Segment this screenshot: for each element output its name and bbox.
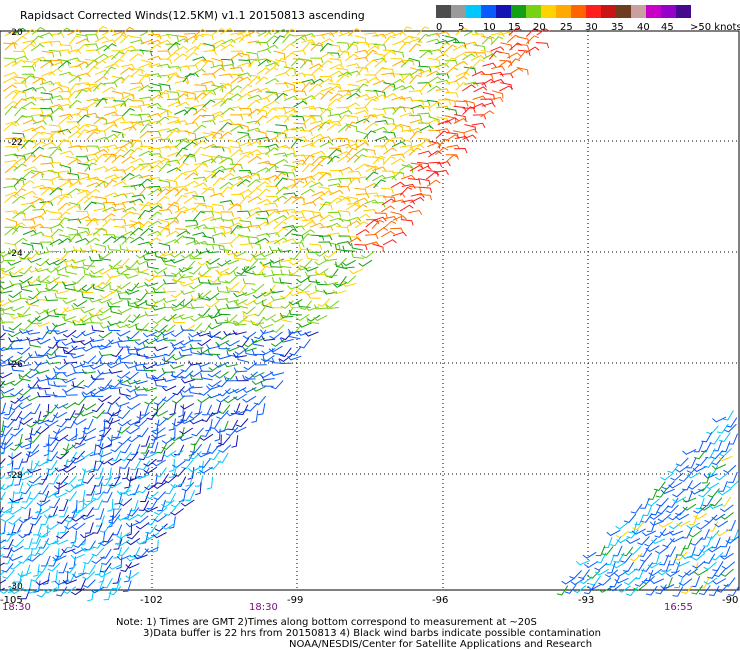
legend-swatch xyxy=(466,5,481,18)
lat-label: -30 xyxy=(8,582,23,592)
legend-label: 10 xyxy=(483,22,496,33)
legend-label: 20 xyxy=(533,22,546,33)
lat-label: -28 xyxy=(8,471,23,481)
time-label-left: 18:30 xyxy=(2,602,31,613)
legend-swatch xyxy=(496,5,511,18)
legend-swatch xyxy=(511,5,526,18)
legend-swatch xyxy=(601,5,616,18)
map-title: Rapidsact Corrected Winds(12.5KM) v1.1 2… xyxy=(20,9,365,22)
note-line-3: NOAA/NESDIS/Center for Satellite Applica… xyxy=(289,639,593,650)
legend-label: 25 xyxy=(560,22,573,33)
lon-label: -90 xyxy=(722,595,738,606)
legend-swatch xyxy=(646,5,661,18)
legend-swatch xyxy=(571,5,586,18)
note-line-1: Note: 1) Times are GMT 2)Times along bot… xyxy=(116,617,537,628)
lat-label: -22 xyxy=(8,138,23,148)
legend-label: >50 knots xyxy=(690,22,740,33)
legend-label: 45 xyxy=(661,22,674,33)
legend-swatch xyxy=(631,5,646,18)
legend-swatch xyxy=(586,5,601,18)
legend-swatch xyxy=(451,5,466,18)
legend-label: 35 xyxy=(611,22,624,33)
wind-barbs xyxy=(0,26,740,602)
legend-label: 30 xyxy=(585,22,598,33)
legend-label: 5 xyxy=(458,22,464,33)
longitude-labels: -105 -102 -99 -96 -93 -90 xyxy=(0,595,738,606)
lat-label: -20 xyxy=(8,28,23,38)
legend-swatch xyxy=(556,5,571,18)
lon-label: -102 xyxy=(140,595,163,606)
lon-label: -96 xyxy=(432,595,448,606)
time-label-right: 16:55 xyxy=(664,602,693,613)
note-line-2: 3)Data buffer is 22 hrs from 20150813 4)… xyxy=(143,628,601,639)
legend-swatch xyxy=(676,5,691,18)
plot-frame xyxy=(0,30,740,591)
legend-swatch xyxy=(436,5,451,18)
time-label-mid: 18:30 xyxy=(249,602,278,613)
legend-label: 15 xyxy=(508,22,521,33)
lat-label: -24 xyxy=(8,249,23,259)
lat-label: -26 xyxy=(8,360,23,370)
legend-swatch xyxy=(541,5,556,18)
legend-swatch xyxy=(526,5,541,18)
lon-label: -99 xyxy=(287,595,303,606)
legend-label: 0 xyxy=(436,22,442,33)
lon-label: -93 xyxy=(578,595,594,606)
legend-swatch xyxy=(481,5,496,18)
legend-label: 40 xyxy=(637,22,650,33)
latitude-labels: -20 -22 -24 -26 -28 -30 xyxy=(8,28,23,592)
legend-swatch xyxy=(661,5,676,18)
lon-label: -105 xyxy=(0,595,23,606)
legend-swatch xyxy=(616,5,631,18)
wind-speed-legend: 0 5 10 15 20 25 30 35 40 45 >50 knots xyxy=(436,5,740,33)
